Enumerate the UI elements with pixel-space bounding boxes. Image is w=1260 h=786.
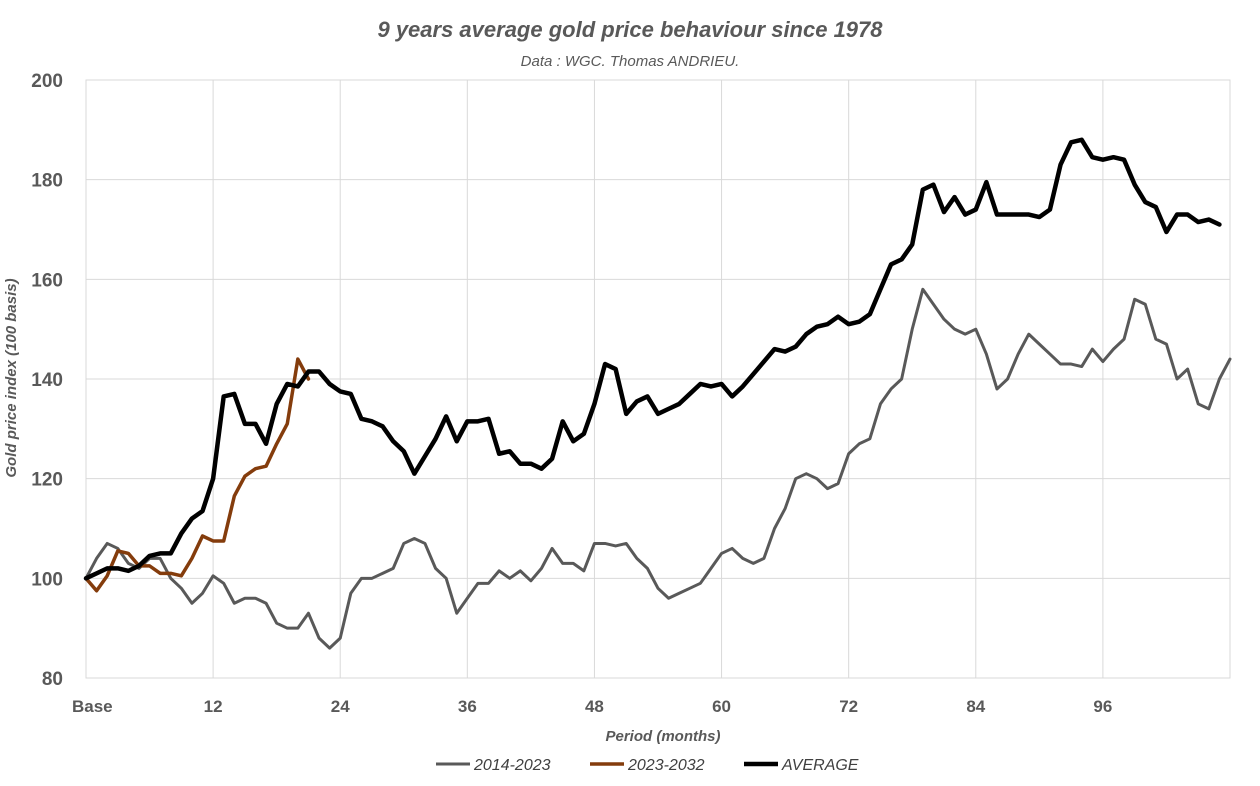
- x-tick-label: 36: [458, 697, 477, 716]
- series-layer: [83, 137, 1232, 650]
- plot-area-frame: [85, 79, 1231, 679]
- x-axis-label: Period (months): [606, 728, 721, 745]
- legend-label: 2014-2023: [473, 757, 551, 774]
- x-tick-label: 24: [331, 697, 350, 716]
- chart-title: 9 years average gold price behaviour sin…: [377, 17, 883, 42]
- legend: 2014-2023 2023-2032 AVERAGE: [436, 757, 859, 774]
- y-tick-label: 180: [31, 171, 63, 192]
- series-line-2023-2032: [84, 357, 311, 593]
- y-tick-label: 120: [31, 470, 63, 491]
- x-axis-ticks: Base 12 24 36 48 60 72 84 96: [72, 697, 1112, 716]
- y-tick-label: 160: [31, 270, 63, 291]
- x-tick-label: 48: [585, 697, 604, 716]
- x-tick-label: Base: [72, 697, 113, 716]
- chart-subtitle: Data : WGC. Thomas ANDRIEU.: [521, 53, 740, 70]
- y-axis-ticks: 80 100 120 140 160 180 200: [31, 71, 63, 690]
- x-tick-label: 12: [204, 697, 223, 716]
- grid-layer: [85, 79, 1231, 679]
- y-tick-label: 140: [31, 370, 63, 391]
- series-line-average: [83, 137, 1222, 581]
- y-axis-label: Gold price index (100 basis): [3, 278, 20, 477]
- legend-label: AVERAGE: [781, 757, 859, 774]
- x-tick-label: 60: [712, 697, 731, 716]
- legend-label: 2023-2032: [627, 757, 705, 774]
- x-tick-label: 84: [966, 697, 985, 716]
- y-tick-label: 80: [42, 669, 63, 690]
- y-tick-label: 200: [31, 71, 63, 92]
- y-tick-label: 100: [31, 569, 63, 590]
- x-tick-label: 96: [1093, 697, 1112, 716]
- series-line-2014-2023: [84, 287, 1232, 650]
- x-tick-label: 72: [839, 697, 858, 716]
